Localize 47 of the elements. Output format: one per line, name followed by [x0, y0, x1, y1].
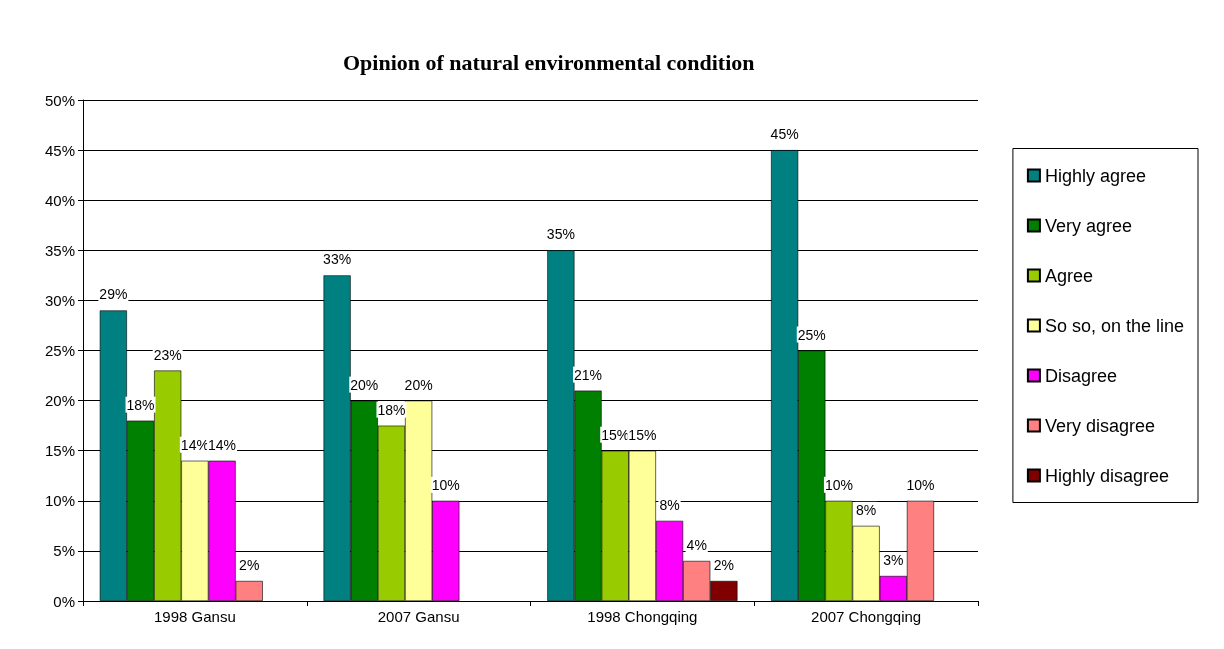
- legend-label: Very disagree: [1044, 415, 1155, 436]
- data-label: 45%: [770, 126, 799, 143]
- y-tick-label: 40%: [44, 191, 75, 209]
- legend-label: Agree: [1044, 265, 1093, 286]
- data-label: 33%: [323, 251, 352, 268]
- data-label: 15%: [628, 426, 657, 443]
- y-tick-label: 25%: [44, 342, 75, 359]
- data-label: 2%: [713, 556, 734, 573]
- x-tick-label: 2007 Gansu: [377, 608, 460, 625]
- y-tick-label: 0%: [53, 592, 75, 610]
- y-tick-label: 30%: [44, 291, 75, 309]
- data-label: 18%: [126, 396, 155, 413]
- data-label: 4%: [686, 536, 707, 553]
- data-label: 35%: [546, 226, 575, 243]
- y-tick-label: 20%: [44, 392, 75, 410]
- legend-label: Highly agree: [1044, 165, 1146, 186]
- y-tick-label: 5%: [53, 542, 75, 560]
- data-label: 25%: [797, 326, 826, 343]
- y-tick-label: 10%: [44, 492, 75, 510]
- data-label: 10%: [906, 476, 935, 493]
- legend-label: Disagree: [1044, 365, 1117, 386]
- x-tick-label: 1998 Gansu: [154, 608, 236, 625]
- legend-label: Very agree: [1044, 215, 1132, 236]
- data-label: 8%: [659, 496, 680, 513]
- legend-label: Highly disagree: [1044, 465, 1169, 486]
- data-label: 8%: [856, 501, 877, 518]
- data-label: 3%: [883, 551, 904, 568]
- x-tick-label: 2007 Chongqing: [811, 608, 922, 625]
- data-label: 10%: [431, 476, 460, 493]
- y-tick-label: 35%: [44, 241, 75, 259]
- data-label: 10%: [824, 476, 853, 493]
- y-tick-label: 50%: [44, 91, 75, 109]
- data-label: 21%: [574, 366, 603, 383]
- data-label: 23%: [153, 346, 182, 363]
- data-label: 20%: [350, 376, 379, 393]
- data-label: 14%: [208, 436, 237, 453]
- y-tick-label: 45%: [44, 141, 75, 159]
- chart-title: Opinion of natural environmental condition: [343, 49, 755, 75]
- data-label: 20%: [404, 376, 433, 393]
- data-label: 29%: [99, 286, 128, 303]
- data-label: 15%: [601, 426, 630, 443]
- data-label: 2%: [239, 556, 260, 573]
- data-label: 18%: [377, 401, 406, 418]
- data-label: 14%: [180, 436, 209, 453]
- y-tick-label: 15%: [44, 442, 75, 460]
- legend-label: So so, on the line: [1044, 315, 1185, 336]
- x-tick-label: 1998 Chongqing: [587, 608, 698, 625]
